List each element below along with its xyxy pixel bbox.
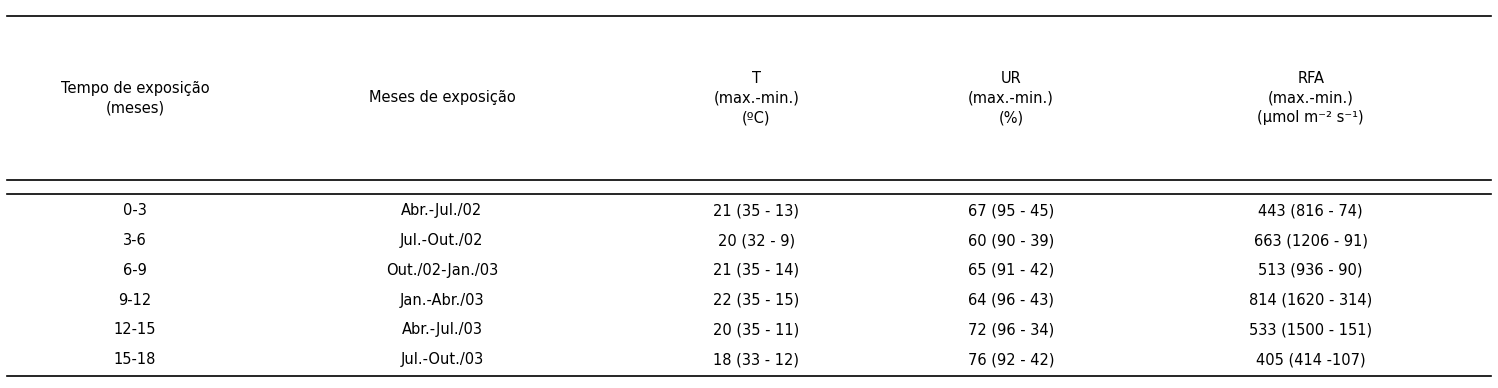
Text: Jul.-Out./02: Jul.-Out./02 — [400, 233, 484, 248]
Text: 20 (35 - 11): 20 (35 - 11) — [713, 322, 800, 337]
Text: 12-15: 12-15 — [114, 322, 156, 337]
Text: Jul.-Out./03: Jul.-Out./03 — [400, 352, 484, 367]
Text: 533 (1500 - 151): 533 (1500 - 151) — [1249, 322, 1372, 337]
Text: 6-9: 6-9 — [123, 263, 147, 278]
Text: Out./02-Jan./03: Out./02-Jan./03 — [386, 263, 497, 278]
Text: 18 (33 - 12): 18 (33 - 12) — [713, 352, 800, 367]
Text: T
(max.-min.)
(ºC): T (max.-min.) (ºC) — [713, 71, 800, 125]
Text: 9-12: 9-12 — [118, 293, 151, 308]
Text: 60 (90 - 39): 60 (90 - 39) — [968, 233, 1055, 248]
Text: Abr.-Jul./03: Abr.-Jul./03 — [401, 322, 482, 337]
Text: Meses de exposição: Meses de exposição — [369, 90, 515, 106]
Text: 22 (35 - 15): 22 (35 - 15) — [713, 293, 800, 308]
Text: 0-3: 0-3 — [123, 203, 147, 218]
Text: 443 (816 - 74): 443 (816 - 74) — [1258, 203, 1363, 218]
Text: 15-18: 15-18 — [114, 352, 156, 367]
Text: 21 (35 - 14): 21 (35 - 14) — [713, 263, 800, 278]
Text: 67 (95 - 45): 67 (95 - 45) — [968, 203, 1055, 218]
Text: RFA
(max.-min.)
(μmol m⁻² s⁻¹): RFA (max.-min.) (μmol m⁻² s⁻¹) — [1257, 71, 1365, 125]
Text: 663 (1206 - 91): 663 (1206 - 91) — [1254, 233, 1368, 248]
Text: 513 (936 - 90): 513 (936 - 90) — [1258, 263, 1363, 278]
Text: Tempo de exposição
(meses): Tempo de exposição (meses) — [60, 81, 210, 115]
Text: 72 (96 - 34): 72 (96 - 34) — [968, 322, 1055, 337]
Text: Abr.-Jul./02: Abr.-Jul./02 — [401, 203, 482, 218]
Text: 21 (35 - 13): 21 (35 - 13) — [713, 203, 800, 218]
Text: Jan.-Abr./03: Jan.-Abr./03 — [400, 293, 484, 308]
Text: 64 (96 - 43): 64 (96 - 43) — [968, 293, 1055, 308]
Text: 405 (414 -107): 405 (414 -107) — [1255, 352, 1366, 367]
Text: 814 (1620 - 314): 814 (1620 - 314) — [1249, 293, 1372, 308]
Text: 76 (92 - 42): 76 (92 - 42) — [968, 352, 1055, 367]
Text: UR
(max.-min.)
(%): UR (max.-min.) (%) — [968, 71, 1055, 125]
Text: 20 (32 - 9): 20 (32 - 9) — [718, 233, 795, 248]
Text: 65 (91 - 42): 65 (91 - 42) — [968, 263, 1055, 278]
Text: 3-6: 3-6 — [123, 233, 147, 248]
